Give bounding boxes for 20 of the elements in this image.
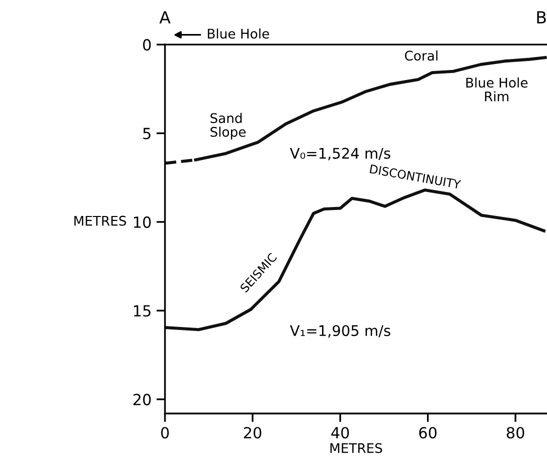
x-tick-label: 80 — [506, 426, 524, 439]
x-tick-label: 40 — [331, 426, 349, 439]
text: A — [159, 11, 171, 24]
annotation: V₀=1,524 m/s — [290, 148, 390, 160]
y-tick-label: 0 — [143, 39, 151, 51]
y-tick-label: 20 — [133, 394, 151, 406]
y-tick-label: 15 — [134, 305, 150, 317]
annotation: Sand Slope — [210, 112, 246, 140]
text: Blue Hole — [208, 28, 270, 39]
annotation: Coral — [404, 50, 438, 61]
text: B — [537, 11, 546, 24]
y-tick-label: 10 — [134, 216, 151, 228]
x-tick-label: 20 — [244, 426, 262, 439]
y-axis-title: METRES — [74, 216, 126, 226]
x-tick-label: 0 — [161, 426, 169, 439]
annotation: V₁=1,905 m/s — [290, 325, 390, 338]
x-tick-label: 60 — [419, 426, 437, 439]
annotation: Blue Hole Rim — [466, 77, 528, 102]
y-tick-label: 5 — [143, 128, 150, 140]
x-axis-title: METRES — [330, 443, 382, 454]
